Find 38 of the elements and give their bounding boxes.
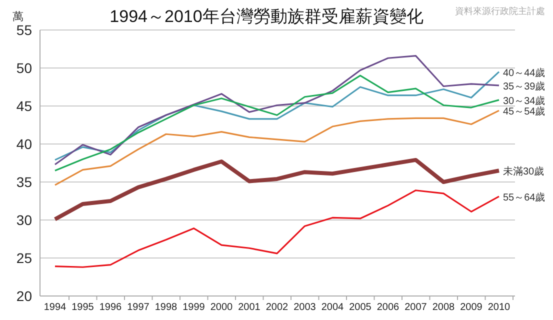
y-tick-label: 45 [16,98,32,114]
x-tick-label: 1996 [99,302,122,313]
x-tick-label: 2003 [294,302,316,313]
y-tick-label: 35 [16,174,32,190]
x-tick-label: 2004 [321,302,344,313]
series-label: 30～34歲 [503,94,546,107]
y-tick-label: 25 [16,250,32,266]
series-label: 未滿30歲 [503,166,544,178]
x-tick-label: 1998 [154,302,178,313]
y-tick-label: 40 [16,136,32,152]
x-tick-label: 1999 [182,302,206,313]
x-tick-label: 2010 [488,302,511,313]
x-tick-label: 2002 [266,302,289,313]
x-tick-label: 1994 [44,302,67,313]
y-tick-label: 55 [16,22,32,38]
line-series [53,158,501,222]
text: 資料來源行政院主計處 [455,6,545,16]
x-tick-label: 1995 [72,302,94,313]
line-series [54,55,500,166]
chart-title: 1994～2010年台灣勞動族群受雇薪資變化 [110,7,424,26]
x-tick-label: 2000 [210,302,234,313]
x-tick-label: 2001 [238,302,261,313]
x-tick-label: 2005 [349,302,372,313]
y-axis-title: 萬 [12,10,24,23]
line-series [54,110,500,186]
series-label: 55～64歲 [503,191,546,204]
series-label: 40～44歲 [503,66,546,79]
x-tick-label: 2009 [460,302,483,313]
x-tick-label: 2007 [404,302,428,313]
y-tick-label: 50 [16,60,32,76]
series-label: 35～39歲 [503,80,546,92]
series-label: 45～54歲 [503,106,546,118]
x-tick-label: 1997 [127,302,150,313]
x-tick-label: 2006 [376,302,400,313]
y-tick-label: 30 [16,212,32,228]
line-series [54,190,500,268]
y-tick-label: 20 [16,288,32,304]
x-tick-label: 2008 [432,302,456,313]
